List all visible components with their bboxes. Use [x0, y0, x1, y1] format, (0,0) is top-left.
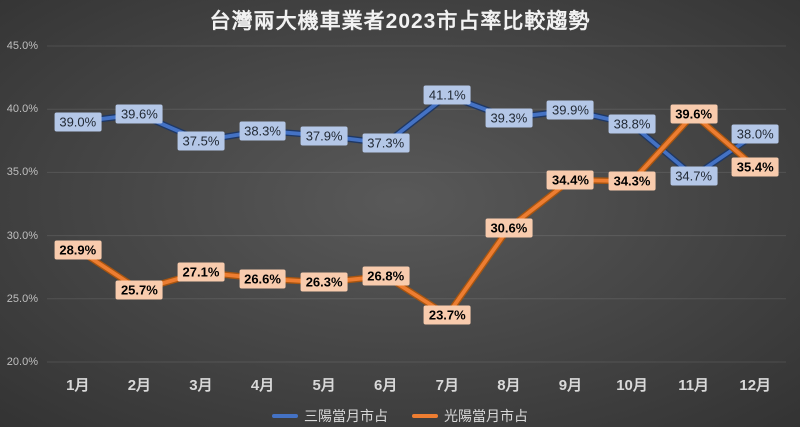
data-label-series-0: 37.5% — [177, 131, 225, 151]
data-label-series-0: 34.7% — [670, 166, 718, 186]
data-label-series-1: 34.4% — [547, 170, 594, 190]
x-tick-label: 12月 — [739, 377, 772, 394]
legend-item-0: 三陽當月市占 — [272, 406, 388, 426]
data-label-series-1: 39.6% — [670, 104, 718, 124]
data-label-series-0: 39.3% — [485, 108, 533, 128]
y-tick-label: 30.0% — [6, 229, 38, 242]
data-label-series-1: 26.8% — [362, 266, 410, 286]
legend-label: 光陽當月市占 — [444, 408, 528, 424]
y-tick-label: 45.0% — [6, 40, 38, 52]
x-tick-label: 6月 — [374, 377, 398, 394]
data-label-series-0: 39.6% — [115, 104, 163, 124]
x-tick-label: 4月 — [250, 377, 275, 394]
data-label-series-0: 39.9% — [547, 100, 594, 120]
y-tick-label: 25.0% — [6, 292, 38, 305]
data-label-series-0: 39.0% — [54, 112, 102, 132]
data-label-series-0: 38.3% — [239, 121, 286, 141]
x-tick-label: 3月 — [189, 377, 213, 394]
y-tick-label: 20.0% — [6, 356, 38, 368]
y-tick-label: 40.0% — [6, 103, 38, 116]
legend-label: 三陽當月市占 — [304, 408, 388, 424]
data-label-series-1: 34.3% — [608, 171, 656, 191]
data-label-series-0: 41.1% — [423, 85, 471, 105]
chart-title: 台灣兩大機車業者2023市占率比較趨勢 — [209, 10, 591, 33]
x-tick-label: 1月 — [66, 377, 90, 394]
data-label-series-0: 38.8% — [608, 114, 656, 134]
data-label-series-1: 26.3% — [300, 272, 348, 292]
x-tick-label: 7月 — [435, 377, 459, 394]
data-label-series-1: 25.7% — [115, 280, 163, 300]
data-label-series-0: 37.3% — [362, 133, 410, 153]
legend: 三陽當月市占 光陽當月市占 — [0, 405, 800, 427]
legend-item-1: 光陽當月市占 — [412, 406, 528, 426]
data-label-series-1: 27.1% — [177, 262, 225, 282]
data-label-series-1: 35.4% — [731, 157, 779, 177]
x-tick-label: 11月 — [678, 377, 710, 394]
data-label-series-1: 30.6% — [485, 218, 533, 238]
data-label-series-1: 26.6% — [239, 269, 286, 289]
x-tick-label: 2月 — [127, 377, 152, 394]
data-label-series-0: 37.9% — [300, 126, 348, 146]
x-tick-label: 8月 — [497, 377, 521, 394]
x-tick-label: 10月 — [616, 377, 648, 394]
y-tick-label: 35.0% — [6, 166, 38, 179]
data-label-series-1: 28.9% — [54, 240, 102, 259]
x-tick-label: 5月 — [312, 377, 336, 394]
x-tick-label: 9月 — [558, 377, 583, 394]
data-label-series-0: 38.0% — [731, 124, 779, 144]
legend-line-marker — [272, 414, 298, 418]
legend-line-marker — [412, 414, 438, 418]
data-label-series-1: 23.7% — [423, 305, 471, 325]
